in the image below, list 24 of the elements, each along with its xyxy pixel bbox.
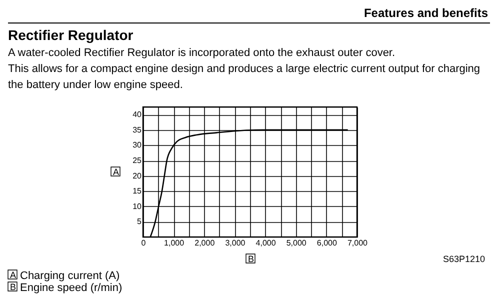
y-tick-label: 30 xyxy=(132,140,142,150)
y-axis-title: A xyxy=(113,167,120,177)
chart-subtitle: A water-cooled Rectifier Regulator is incorporated onto the exhaust outer cover. This allows for a compact engine design and produces a large electric current output for charging the battery under low engine speed. xyxy=(8,47,480,91)
x-tick-label: 0 xyxy=(141,238,146,248)
x-tick-label: 7,000 xyxy=(347,238,368,248)
y-tick-label: 20 xyxy=(132,171,142,180)
x-tick-label: 1,000 xyxy=(164,238,185,248)
x-tick-label: 3,000 xyxy=(225,238,246,248)
x-axis-title: B xyxy=(248,254,254,264)
y-tick-label: 25 xyxy=(132,156,142,166)
y-tick-label: 5 xyxy=(137,217,142,226)
text: A Charging current (A) xyxy=(10,270,120,282)
chart-title: Rectifier Regulator xyxy=(8,27,134,43)
x-tick-label: 6,000 xyxy=(316,238,338,248)
text: Features and benefits xyxy=(364,6,488,20)
x-tick-label: 4,000 xyxy=(256,238,276,248)
text: S63P1210 xyxy=(442,254,485,264)
y-tick-label: 35 xyxy=(132,125,142,134)
x-tick-label: 2,000 xyxy=(194,238,216,248)
x-tick-label: 5,000 xyxy=(286,238,307,248)
y-tick-label: 40 xyxy=(132,110,142,120)
text: B Engine speed (r/min) xyxy=(10,282,122,294)
y-tick-label: 10 xyxy=(132,202,142,211)
y-tick-label: 15 xyxy=(132,186,142,196)
